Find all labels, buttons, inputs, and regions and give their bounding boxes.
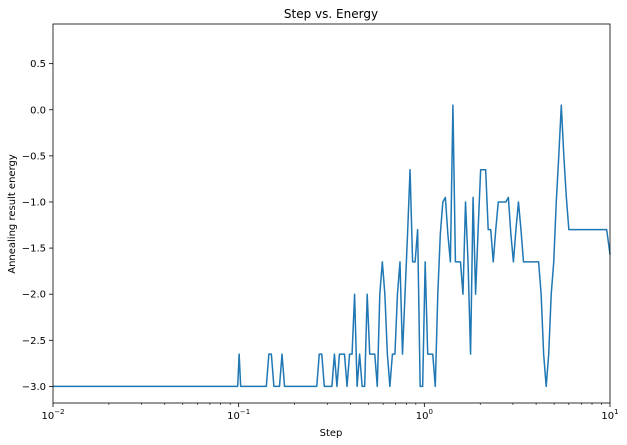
- series-line: [53, 104, 611, 388]
- x-tick-label: 100: [416, 408, 433, 422]
- y-tick-label: −1.5: [22, 244, 46, 255]
- plot-area: 0.5 0.0 −0.5 −1.0 −1.5 −2.0 −2.5 −3.0 10−2 10−1 10…: [22, 23, 619, 422]
- x-tick-label: 101: [601, 408, 618, 422]
- x-axis-label: Step: [320, 428, 343, 439]
- y-tick-label: −0.5: [22, 151, 46, 162]
- axes-frame: [52, 23, 611, 404]
- y-tick-label: 0.0: [30, 105, 46, 116]
- y-tick-label: −2.0: [22, 290, 46, 301]
- y-axis-label: Annealing result energy: [7, 154, 18, 274]
- x-tick-label: 10−2: [41, 408, 64, 422]
- y-tick-label: −3.0: [22, 382, 46, 393]
- y-tick-label: −1.0: [22, 197, 46, 208]
- x-tick-label: 10−1: [227, 408, 250, 422]
- y-tick-label: 0.5: [30, 59, 46, 70]
- chart-title: Step vs. Energy: [284, 7, 378, 21]
- y-tick-label: −2.5: [22, 336, 46, 347]
